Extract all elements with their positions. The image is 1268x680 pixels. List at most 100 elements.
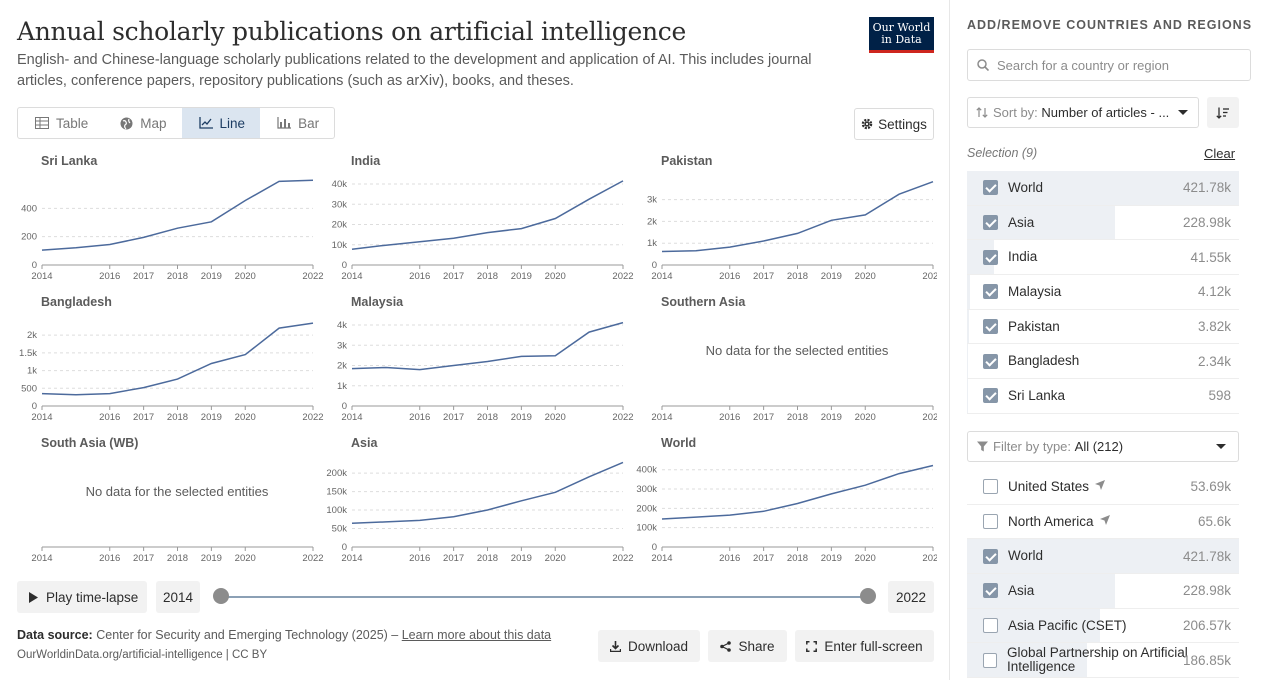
y-tick-label: 1k [337,381,347,392]
selection-count: Selection (9) [967,146,1038,160]
entity-row[interactable]: Bangladesh 2.34k [967,344,1239,380]
x-tick-label: 2022 [612,412,633,423]
entity-row[interactable]: Asia 228.98k [967,574,1239,609]
entity-row[interactable]: Global Partnership on Artificial Intelli… [967,643,1239,679]
sort-direction-button[interactable] [1207,97,1239,128]
logo-line-1: Our World [872,21,931,34]
chart-title: Annual scholarly publications on artific… [17,17,686,46]
sort-by-dropdown[interactable]: Sort by: Number of articles - ... [967,97,1199,128]
checkbox-checked[interactable] [983,319,998,335]
y-tick-label: 0 [32,260,37,271]
series-line [351,321,624,371]
checkbox-unchecked[interactable] [983,514,998,530]
learn-more-link[interactable]: Learn more about this data [401,628,552,642]
x-tick-label: 2014 [651,412,672,423]
checkbox-unchecked[interactable] [983,652,997,668]
checkbox-checked[interactable] [983,215,998,231]
y-tick-label: 2k [647,216,657,227]
x-tick-label: 2014 [31,553,52,564]
x-tick-label: 2022 [302,412,323,423]
entity-row[interactable]: World 421.78k [967,171,1239,206]
download-label: Download [627,638,689,654]
facet-title: Bangladesh [41,295,112,309]
entity-name: United States [1008,478,1090,494]
x-tick-label: 2018 [787,553,808,564]
checkbox-checked[interactable] [983,388,998,404]
entity-selector-sidebar: ADD/REMOVE COUNTRIES AND REGIONS Search … [951,0,1268,680]
checkbox-checked[interactable] [983,180,998,196]
entity-row[interactable]: Pakistan 3.82k [967,309,1239,345]
y-tick-label: 2k [337,361,347,372]
checkbox-checked[interactable] [983,284,998,300]
facet-title: World [661,436,696,450]
credit-line: OurWorldinData.org/artificial-intelligen… [17,649,268,661]
entity-name: Global Partnership on Artificial Intelli… [1006,645,1188,675]
x-tick-label: 2017 [753,553,774,564]
facet-title: Pakistan [661,154,712,168]
chart-type-tabs: Table Map Line Bar [17,107,336,139]
x-tick-label: 2017 [443,553,464,564]
entity-search-input[interactable]: Search for a country or region [967,49,1251,81]
play-timelapse-label: Play time-lapse [46,589,139,605]
end-year-handle[interactable] [860,588,876,604]
owid-logo[interactable]: Our World in Data [869,17,934,53]
entity-row[interactable]: Asia Pacific (CSET) 206.57k [967,608,1239,644]
fullscreen-button[interactable]: Enter full-screen [795,630,934,662]
series-line [41,179,314,251]
entity-row[interactable]: Malaysia 4.12k [967,275,1239,310]
all-entities-list: United States 53.69k North America 65.6k Wor… [967,470,1239,679]
entity-name: Asia [1008,582,1035,598]
x-tick-label: 2014 [31,412,52,423]
tab-table[interactable]: Table [18,108,103,138]
sort-label: Sort by: [993,105,1038,120]
checkbox-checked[interactable] [983,548,998,564]
location-arrow-icon [1099,515,1110,528]
x-tick-label: 2014 [341,553,362,564]
checkbox-unchecked[interactable] [983,618,998,634]
tab-map[interactable]: Map [103,108,181,138]
timeline-slider-track[interactable] [221,596,868,598]
settings-button[interactable]: Settings [854,108,934,140]
x-tick-label: 2016 [99,271,120,282]
end-year-box: 2022 [888,581,934,613]
chart-facet: World 2014 2016 2017 2018 2019 2020 2022 0 100k 20… [636,436,937,564]
checkbox-unchecked[interactable] [983,479,998,495]
tab-table-label: Table [56,115,89,131]
clear-selection-button[interactable]: Clear [1204,146,1236,161]
entity-row[interactable]: North America 65.6k [967,505,1239,540]
entity-row[interactable]: United States 53.69k [967,470,1239,505]
tab-line[interactable]: Line [181,108,261,138]
series-line [351,461,624,525]
expand-icon [806,640,818,652]
checkbox-checked[interactable] [983,353,998,369]
y-tick-label: 400 [21,203,37,214]
entity-row[interactable]: World 421.78k [967,539,1239,575]
entity-row[interactable]: India 41.55k [967,240,1239,276]
y-tick-label: 0 [342,542,347,553]
value-share-bar [967,171,1239,205]
share-button[interactable]: Share [708,630,787,662]
entity-value: 598 [1208,388,1231,404]
y-tick-label: 200 [21,232,37,243]
x-tick-label: 2022 [302,553,323,564]
download-button[interactable]: Download [598,630,700,662]
x-tick-label: 2016 [409,553,430,564]
play-timelapse-button[interactable]: Play time-lapse [17,581,147,613]
entity-row[interactable]: Sri Lanka 598 [967,379,1239,414]
no-data-message: No data for the selected entities [86,484,269,499]
start-year-handle[interactable] [213,588,229,604]
chart-facet: India 2014 2016 2017 2018 2019 2020 2022 0 10k 20k… [332,154,634,282]
x-tick-label: 2019 [511,553,532,564]
checkbox-checked[interactable] [983,583,998,599]
filter-by-type-dropdown[interactable]: Filter by type: All (212) [967,431,1239,462]
table-icon [35,117,49,129]
y-tick-label: 500 [21,383,37,394]
x-tick-label: 2016 [409,271,430,282]
y-tick-label: 400k [636,465,657,476]
checkbox-checked[interactable] [983,249,998,265]
tab-bar[interactable]: Bar [260,108,334,138]
y-tick-label: 1.5k [19,348,37,359]
entity-row[interactable]: Asia 228.98k [967,205,1239,241]
facet-title: South Asia (WB) [41,436,138,450]
y-tick-label: 0 [342,401,347,412]
